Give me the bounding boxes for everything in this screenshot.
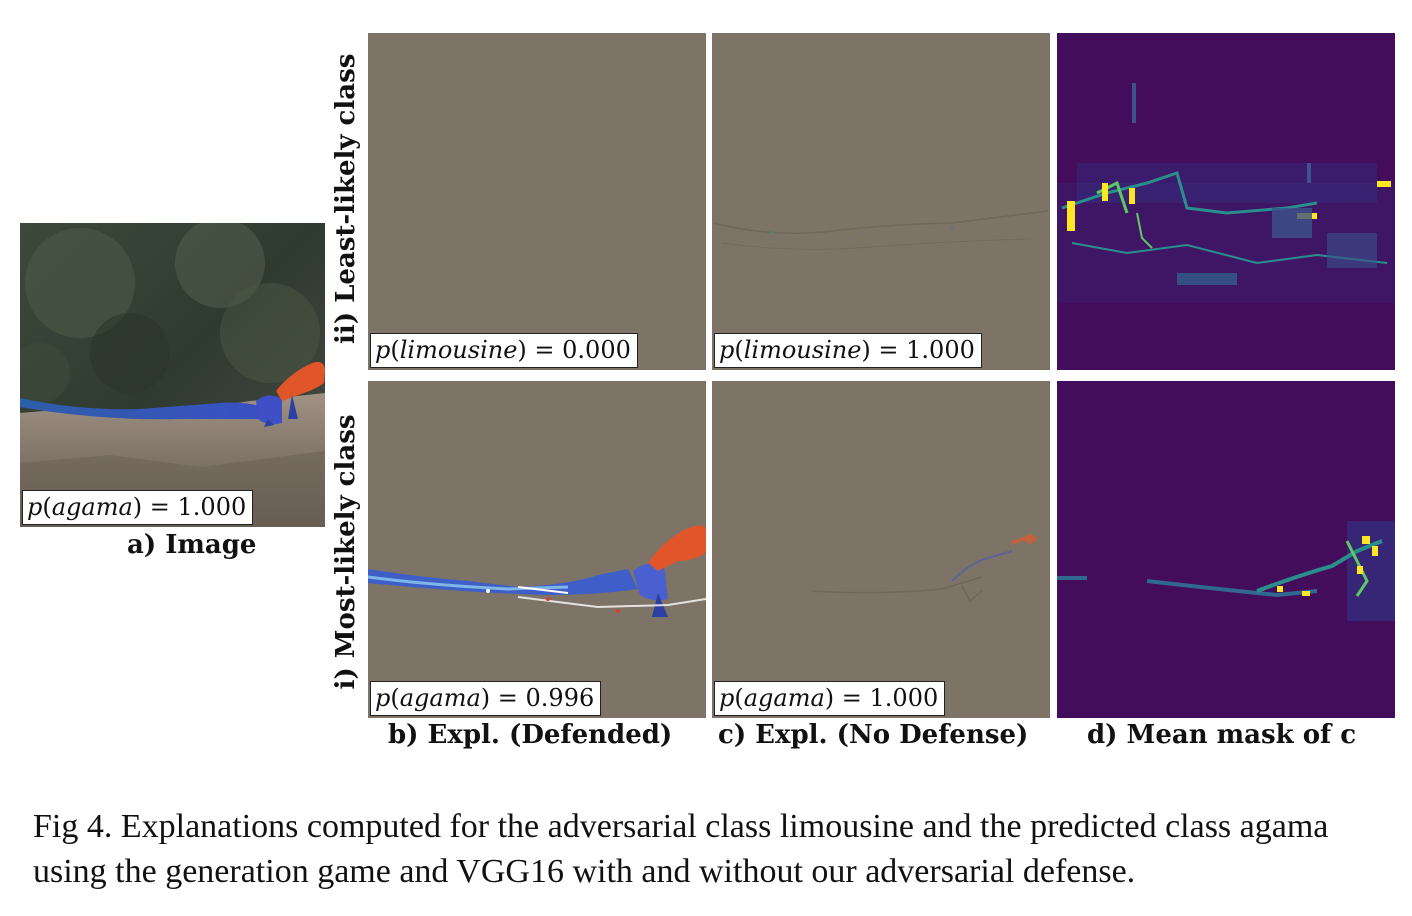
probability-label: p(agama) = 0.996 (370, 681, 602, 716)
mean-mask-least-likely (1057, 33, 1395, 370)
probability-label: p(limousine) = 1.000 (714, 333, 982, 368)
explanation-least-likely-no-defense: p(limousine) = 1.000 (712, 33, 1050, 370)
row-label-least-likely: ii) Least-likely class (331, 53, 361, 344)
mask-heatmap (1057, 521, 1395, 621)
column-label-mean-mask: d) Mean mask of c (1087, 720, 1357, 750)
column-label-defended: b) Expl. (Defended) (388, 720, 673, 750)
explanation-least-likely-defended: p(limousine) = 0.000 (368, 33, 706, 370)
image-label: a) Image (127, 530, 257, 560)
explanation-most-likely-defended: p(agama) = 0.996 (368, 381, 706, 718)
column-label-no-defense: c) Expl. (No Defense) (718, 720, 1029, 750)
probability-label: p(agama) = 1.000 (714, 681, 946, 716)
row-label-most-likely: i) Most-likely class (331, 414, 361, 690)
mean-mask-most-likely (1057, 381, 1395, 718)
probability-label: p(agama) = 1.000 (22, 490, 254, 525)
probability-label: p(limousine) = 0.000 (370, 333, 638, 368)
figure-caption: Fig 4. Explanations computed for the adv… (33, 808, 1329, 890)
faint-lizard-explanation (811, 534, 1038, 603)
explanation-most-likely-no-defense: p(agama) = 1.000 (712, 381, 1050, 718)
agama-photo (20, 223, 325, 527)
mask-heatmap (1057, 83, 1395, 303)
input-image-agama: p(agama) = 1.000 (20, 223, 325, 527)
lizard-explanation (368, 525, 706, 617)
faint-explanation-texture (713, 210, 1049, 250)
